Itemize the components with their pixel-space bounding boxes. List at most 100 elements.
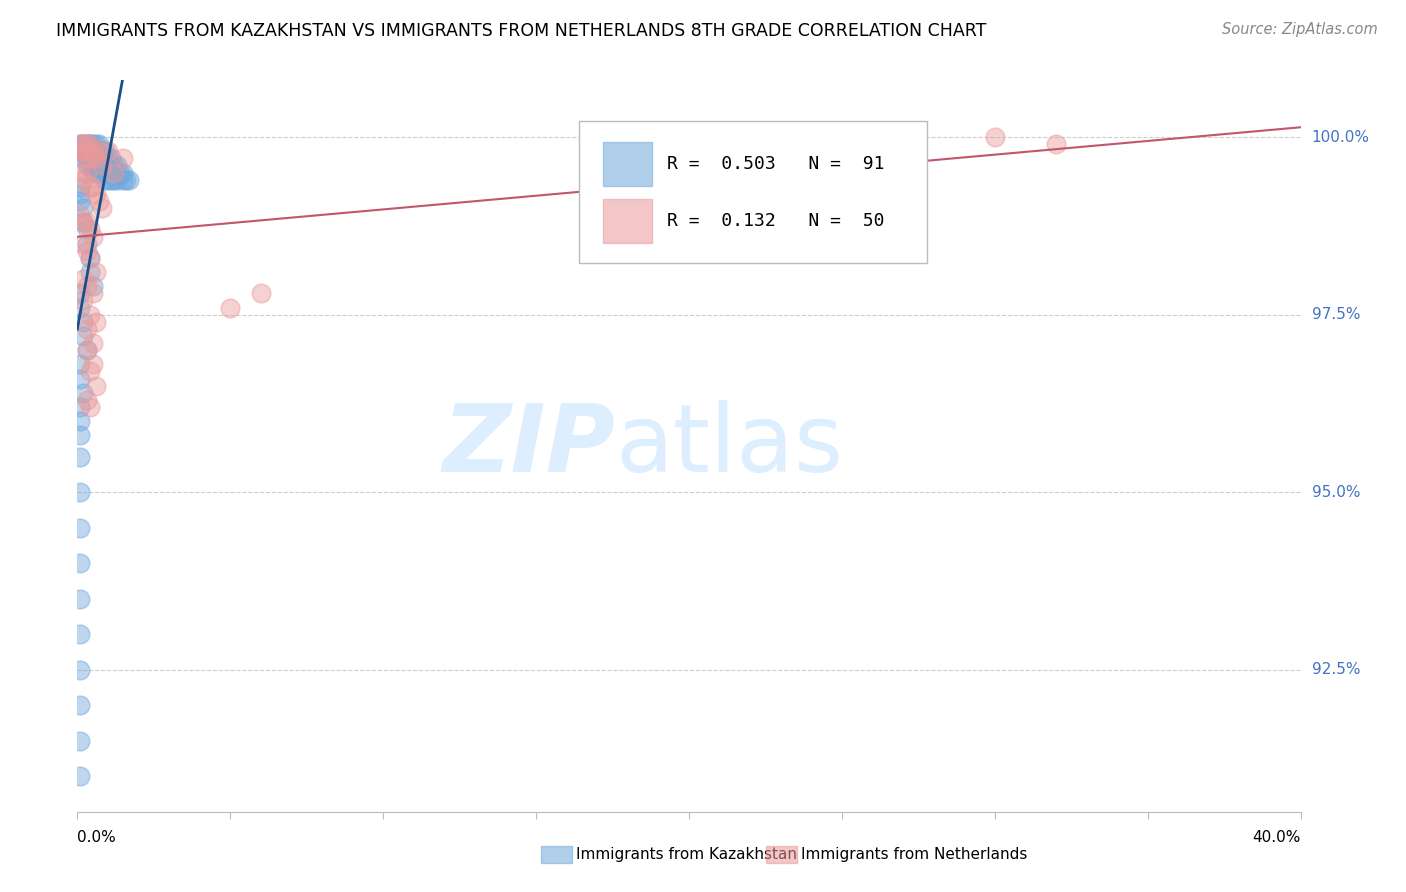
Point — [76, 322, 98, 336]
Point — [79, 152, 101, 166]
Point — [84, 378, 107, 392]
Point — [76, 152, 98, 166]
Point — [76, 145, 98, 159]
Point — [76, 152, 98, 166]
Point — [90, 159, 112, 173]
Text: 95.0%: 95.0% — [1312, 484, 1360, 500]
Point — [84, 265, 107, 279]
Point — [118, 172, 141, 186]
Point — [76, 343, 98, 358]
Point — [87, 159, 110, 173]
Point — [69, 428, 91, 442]
Point — [69, 371, 91, 385]
Text: 92.5%: 92.5% — [1312, 662, 1360, 677]
Point — [100, 152, 122, 166]
Point — [79, 145, 101, 159]
Point — [69, 208, 91, 222]
Point — [76, 152, 98, 166]
Point — [72, 215, 94, 229]
Point — [69, 286, 91, 301]
Point — [69, 137, 91, 152]
Point — [112, 165, 135, 179]
Point — [79, 145, 101, 159]
Point — [250, 286, 273, 301]
Point — [97, 145, 120, 159]
Point — [84, 137, 107, 152]
Point — [69, 145, 91, 159]
Point — [76, 236, 98, 251]
Point — [115, 172, 138, 186]
Point — [105, 172, 128, 186]
Point — [84, 152, 107, 166]
Point — [69, 414, 91, 428]
Point — [69, 556, 91, 570]
Text: IMMIGRANTS FROM KAZAKHSTAN VS IMMIGRANTS FROM NETHERLANDS 8TH GRADE CORRELATION : IMMIGRANTS FROM KAZAKHSTAN VS IMMIGRANTS… — [56, 22, 987, 40]
Point — [69, 165, 91, 179]
Point — [87, 137, 110, 152]
Point — [82, 286, 104, 301]
Point — [79, 152, 101, 166]
Point — [84, 315, 107, 329]
Point — [87, 194, 110, 208]
Point — [69, 769, 91, 783]
Point — [79, 364, 101, 378]
Point — [69, 145, 91, 159]
Point — [72, 145, 94, 159]
Point — [82, 279, 104, 293]
Text: 100.0%: 100.0% — [1312, 129, 1369, 145]
Point — [100, 159, 122, 173]
Point — [69, 627, 91, 641]
Point — [79, 222, 101, 236]
Point — [79, 137, 101, 152]
Point — [79, 251, 101, 265]
Point — [69, 357, 91, 371]
Point — [72, 172, 94, 186]
Point — [79, 400, 101, 414]
Point — [94, 172, 117, 186]
Point — [82, 165, 104, 179]
Point — [97, 152, 120, 166]
Text: R =  0.503   N =  91: R = 0.503 N = 91 — [666, 155, 884, 173]
Point — [72, 329, 94, 343]
Point — [87, 165, 110, 179]
Point — [82, 145, 104, 159]
Text: Source: ZipAtlas.com: Source: ZipAtlas.com — [1222, 22, 1378, 37]
Text: R =  0.132   N =  50: R = 0.132 N = 50 — [666, 211, 884, 230]
Point — [72, 137, 94, 152]
Point — [69, 179, 91, 194]
Text: Immigrants from Netherlands: Immigrants from Netherlands — [801, 847, 1028, 862]
Point — [76, 165, 98, 179]
Point — [108, 165, 131, 179]
Point — [72, 137, 94, 152]
Point — [112, 172, 135, 186]
Point — [72, 315, 94, 329]
Point — [72, 293, 94, 308]
Point — [82, 357, 104, 371]
Point — [76, 215, 98, 229]
Point — [82, 145, 104, 159]
Point — [94, 152, 117, 166]
Point — [69, 591, 91, 606]
Point — [82, 152, 104, 166]
Point — [100, 172, 122, 186]
FancyBboxPatch shape — [579, 120, 928, 263]
Point — [72, 236, 94, 251]
Point — [76, 279, 98, 293]
Point — [84, 165, 107, 179]
Point — [90, 145, 112, 159]
Point — [72, 145, 94, 159]
Point — [82, 229, 104, 244]
Point — [69, 733, 91, 747]
FancyBboxPatch shape — [603, 143, 652, 186]
Point — [84, 152, 107, 166]
Point — [69, 450, 91, 464]
Point — [76, 137, 98, 152]
Point — [103, 165, 125, 179]
Point — [72, 272, 94, 286]
Point — [112, 152, 135, 166]
Point — [76, 137, 98, 152]
Point — [105, 159, 128, 173]
Point — [79, 251, 101, 265]
Point — [79, 137, 101, 152]
Point — [69, 194, 91, 208]
